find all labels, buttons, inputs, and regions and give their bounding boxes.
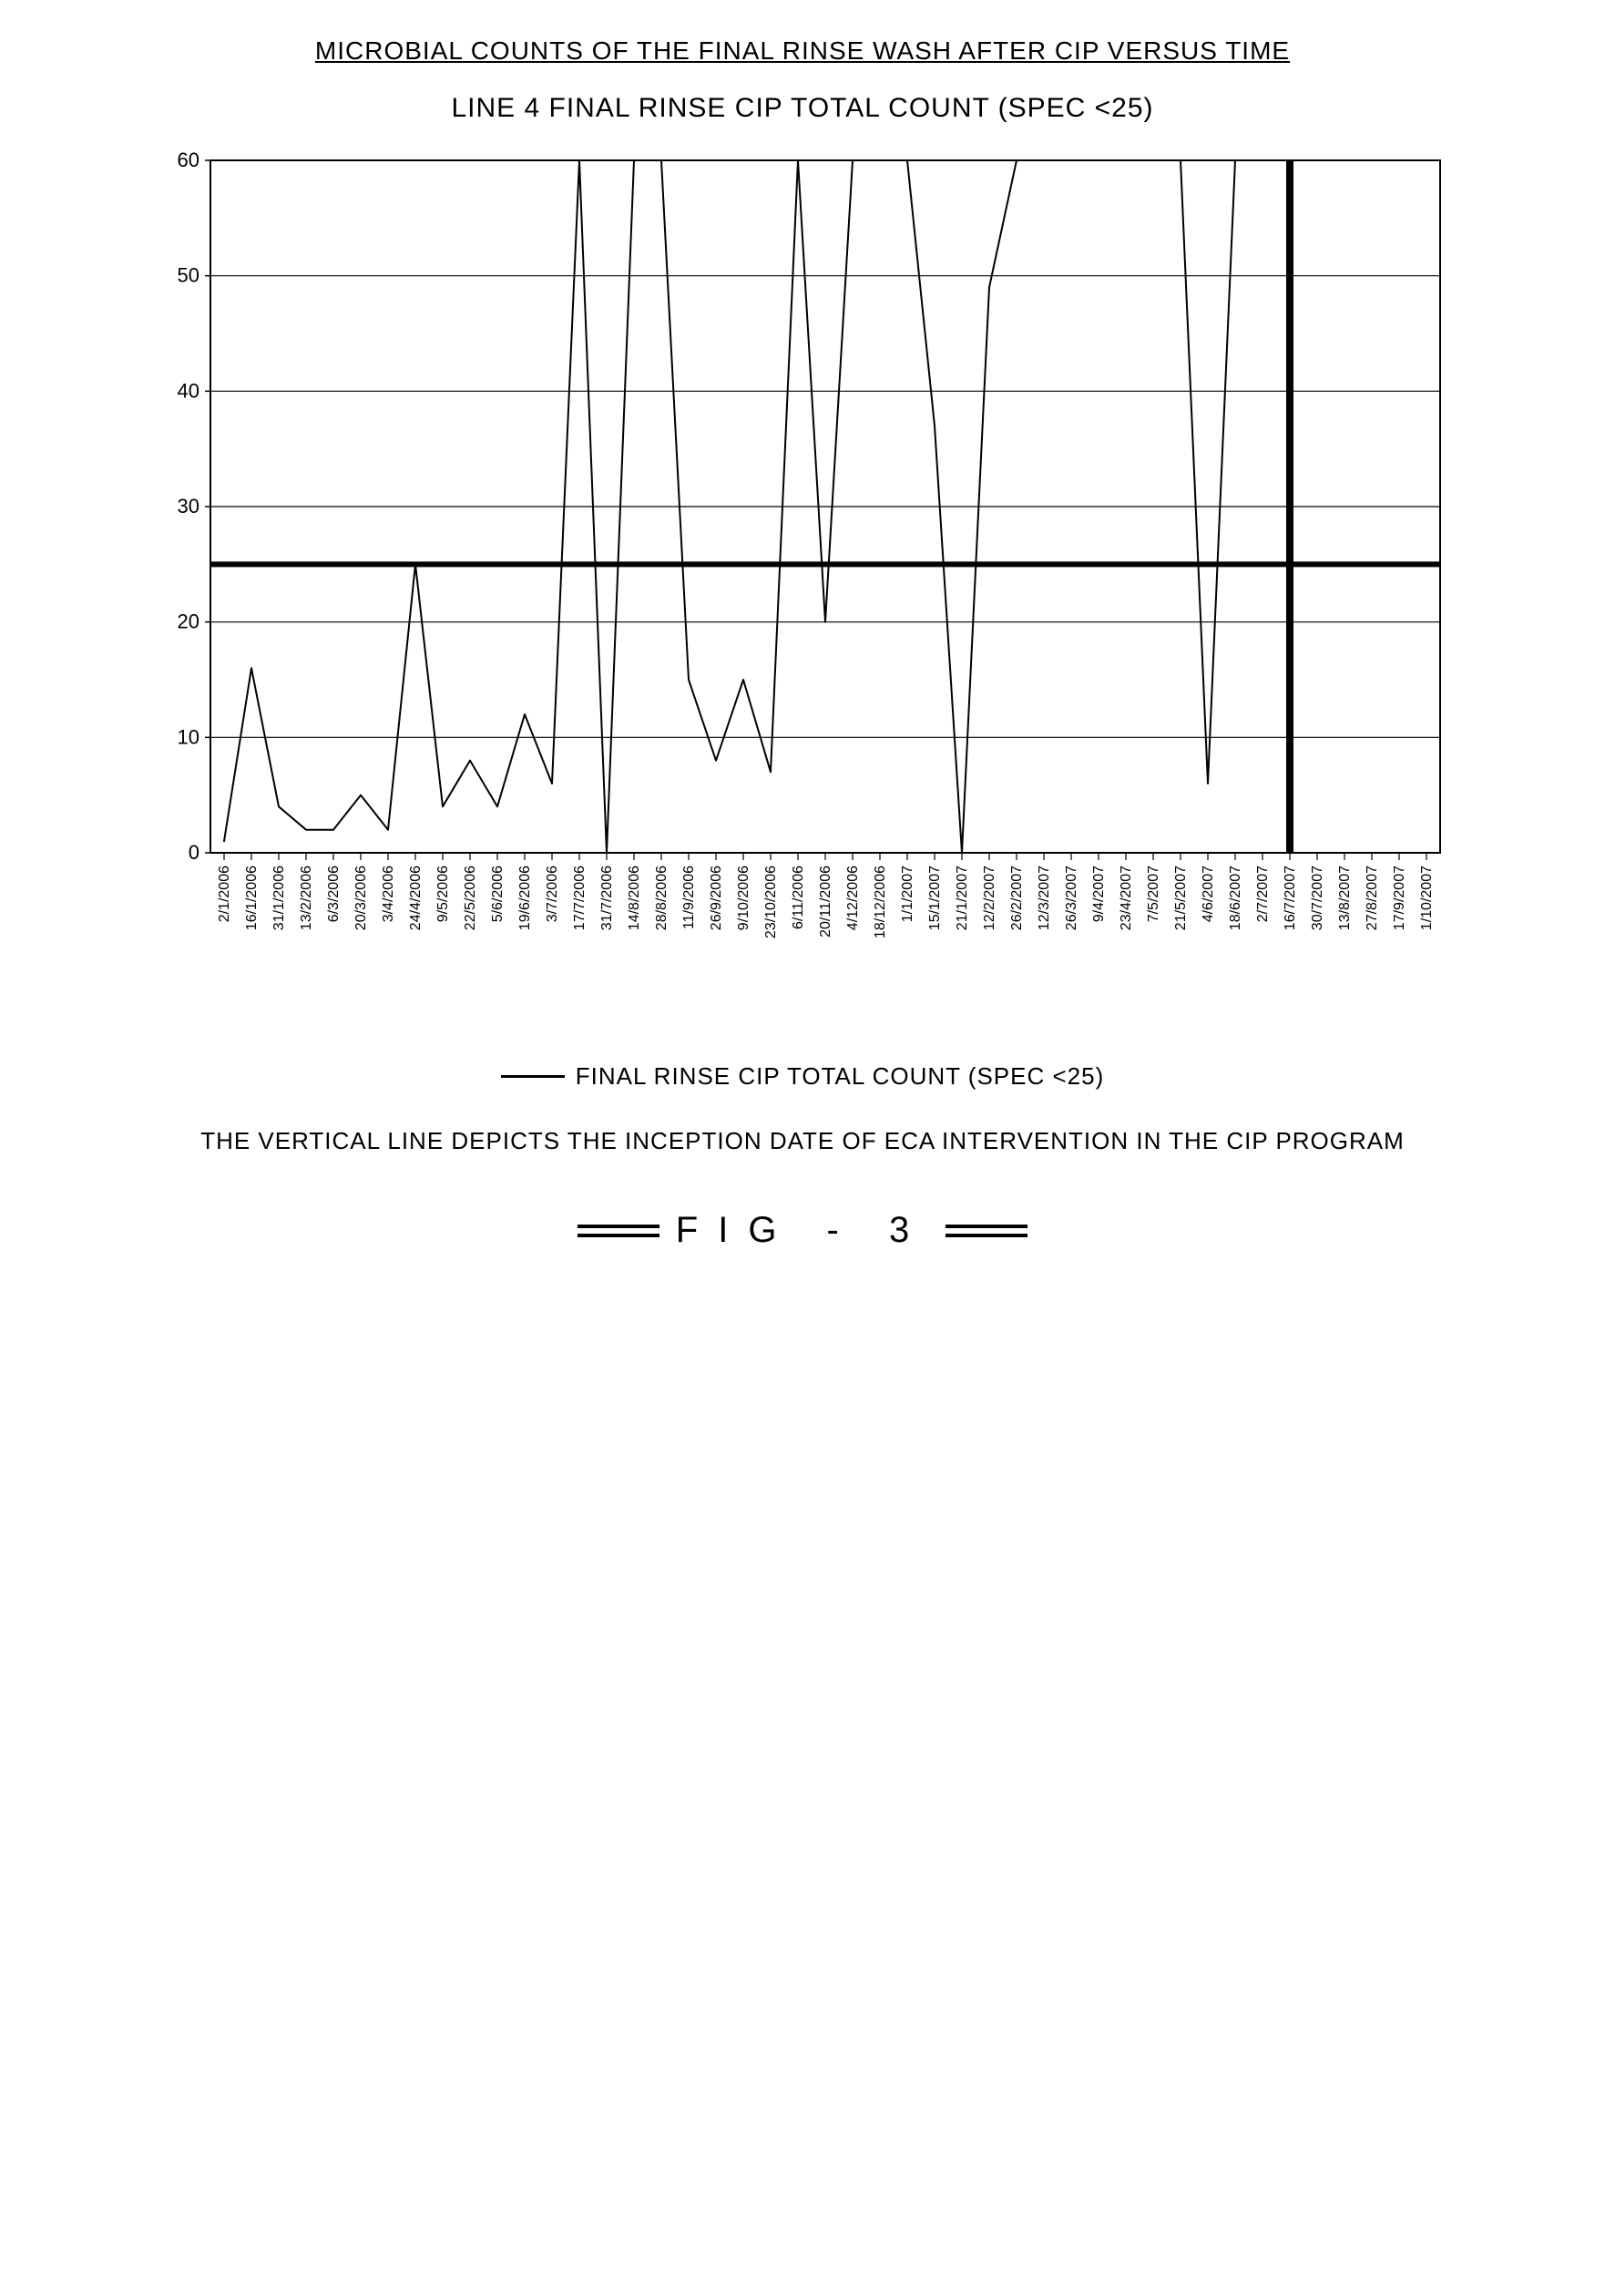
page-container: MICROBIAL COUNTS OF THE FINAL RINSE WASH… (37, 36, 1568, 1251)
svg-text:9/10/2006: 9/10/2006 (736, 866, 751, 930)
svg-text:27/8/2007: 27/8/2007 (1365, 866, 1380, 930)
svg-text:21/1/2007: 21/1/2007 (955, 866, 970, 930)
svg-text:4/6/2007: 4/6/2007 (1201, 866, 1216, 922)
svg-text:17/7/2006: 17/7/2006 (572, 866, 588, 930)
svg-text:2/1/2006: 2/1/2006 (217, 866, 232, 922)
legend: FINAL RINSE CIP TOTAL COUNT (SPEC <25) (37, 1062, 1568, 1091)
svg-text:31/7/2006: 31/7/2006 (599, 866, 615, 930)
svg-text:10: 10 (178, 725, 199, 748)
svg-text:28/8/2006: 28/8/2006 (654, 866, 670, 930)
svg-text:4/12/2006: 4/12/2006 (845, 866, 861, 930)
svg-text:40: 40 (178, 379, 199, 402)
svg-text:19/6/2006: 19/6/2006 (517, 866, 533, 930)
svg-text:13/2/2006: 13/2/2006 (299, 866, 314, 930)
svg-text:24/4/2006: 24/4/2006 (408, 866, 424, 930)
figure-label: FIG - 3 (37, 1210, 1568, 1251)
svg-text:23/4/2007: 23/4/2007 (1119, 866, 1134, 930)
chart-svg: 0 10 20 30 40 50 60 2/1/2006 16/1/2006 31/1/2006 1… (138, 142, 1467, 1035)
chart-wrap: 0 10 20 30 40 50 60 2/1/2006 16/1/2006 31/1/2006 1… (37, 142, 1568, 1035)
svg-text:1/10/2007: 1/10/2007 (1419, 866, 1435, 930)
svg-text:23/10/2006: 23/10/2006 (763, 866, 779, 938)
svg-text:26/2/2007: 26/2/2007 (1009, 866, 1025, 930)
legend-label: FINAL RINSE CIP TOTAL COUNT (SPEC <25) (576, 1062, 1105, 1091)
svg-text:30/7/2007: 30/7/2007 (1310, 866, 1325, 930)
svg-text:16/1/2006: 16/1/2006 (244, 866, 260, 930)
svg-text:6/11/2006: 6/11/2006 (791, 866, 806, 929)
svg-text:31/1/2006: 31/1/2006 (271, 866, 287, 930)
svg-text:11/9/2006: 11/9/2006 (681, 866, 697, 929)
svg-text:0: 0 (189, 841, 199, 864)
svg-text:22/5/2006: 22/5/2006 (463, 866, 478, 930)
svg-text:18/12/2006: 18/12/2006 (873, 866, 888, 938)
svg-text:3/4/2006: 3/4/2006 (381, 866, 396, 922)
svg-text:5/6/2006: 5/6/2006 (490, 866, 506, 922)
svg-text:1/1/2007: 1/1/2007 (900, 866, 915, 922)
main-title: MICROBIAL COUNTS OF THE FINAL RINSE WASH… (37, 36, 1568, 66)
figure-label-text: FIG - 3 (676, 1210, 929, 1251)
figure-label-bars-right (946, 1225, 1027, 1237)
svg-text:20/3/2006: 20/3/2006 (353, 866, 369, 930)
svg-text:14/8/2006: 14/8/2006 (627, 866, 642, 930)
svg-text:18/6/2007: 18/6/2007 (1228, 866, 1243, 930)
svg-text:12/2/2007: 12/2/2007 (982, 866, 997, 930)
svg-text:21/5/2007: 21/5/2007 (1173, 866, 1189, 930)
svg-text:9/4/2007: 9/4/2007 (1091, 866, 1107, 922)
legend-swatch (501, 1075, 565, 1078)
svg-text:50: 50 (178, 264, 199, 287)
svg-text:20: 20 (178, 610, 199, 633)
chart-title: LINE 4 FINAL RINSE CIP TOTAL COUNT (SPEC… (37, 93, 1568, 124)
svg-text:20/11/2006: 20/11/2006 (818, 866, 833, 938)
svg-text:12/3/2007: 12/3/2007 (1037, 866, 1052, 930)
svg-text:3/7/2006: 3/7/2006 (545, 866, 560, 922)
svg-text:6/3/2006: 6/3/2006 (326, 866, 342, 922)
svg-text:17/9/2007: 17/9/2007 (1392, 866, 1407, 930)
svg-text:60: 60 (178, 149, 199, 171)
svg-text:15/1/2007: 15/1/2007 (927, 866, 943, 930)
svg-text:26/9/2006: 26/9/2006 (709, 866, 724, 930)
svg-text:13/8/2007: 13/8/2007 (1337, 866, 1353, 930)
footer-note: THE VERTICAL LINE DEPICTS THE INCEPTION … (37, 1127, 1568, 1155)
svg-text:2/7/2007: 2/7/2007 (1255, 866, 1271, 922)
svg-text:30: 30 (178, 495, 199, 518)
figure-label-bars-left (578, 1225, 659, 1237)
svg-text:26/3/2007: 26/3/2007 (1064, 866, 1079, 930)
svg-text:16/7/2007: 16/7/2007 (1283, 866, 1298, 930)
svg-text:9/5/2006: 9/5/2006 (435, 866, 451, 922)
svg-text:7/5/2007: 7/5/2007 (1146, 866, 1161, 922)
